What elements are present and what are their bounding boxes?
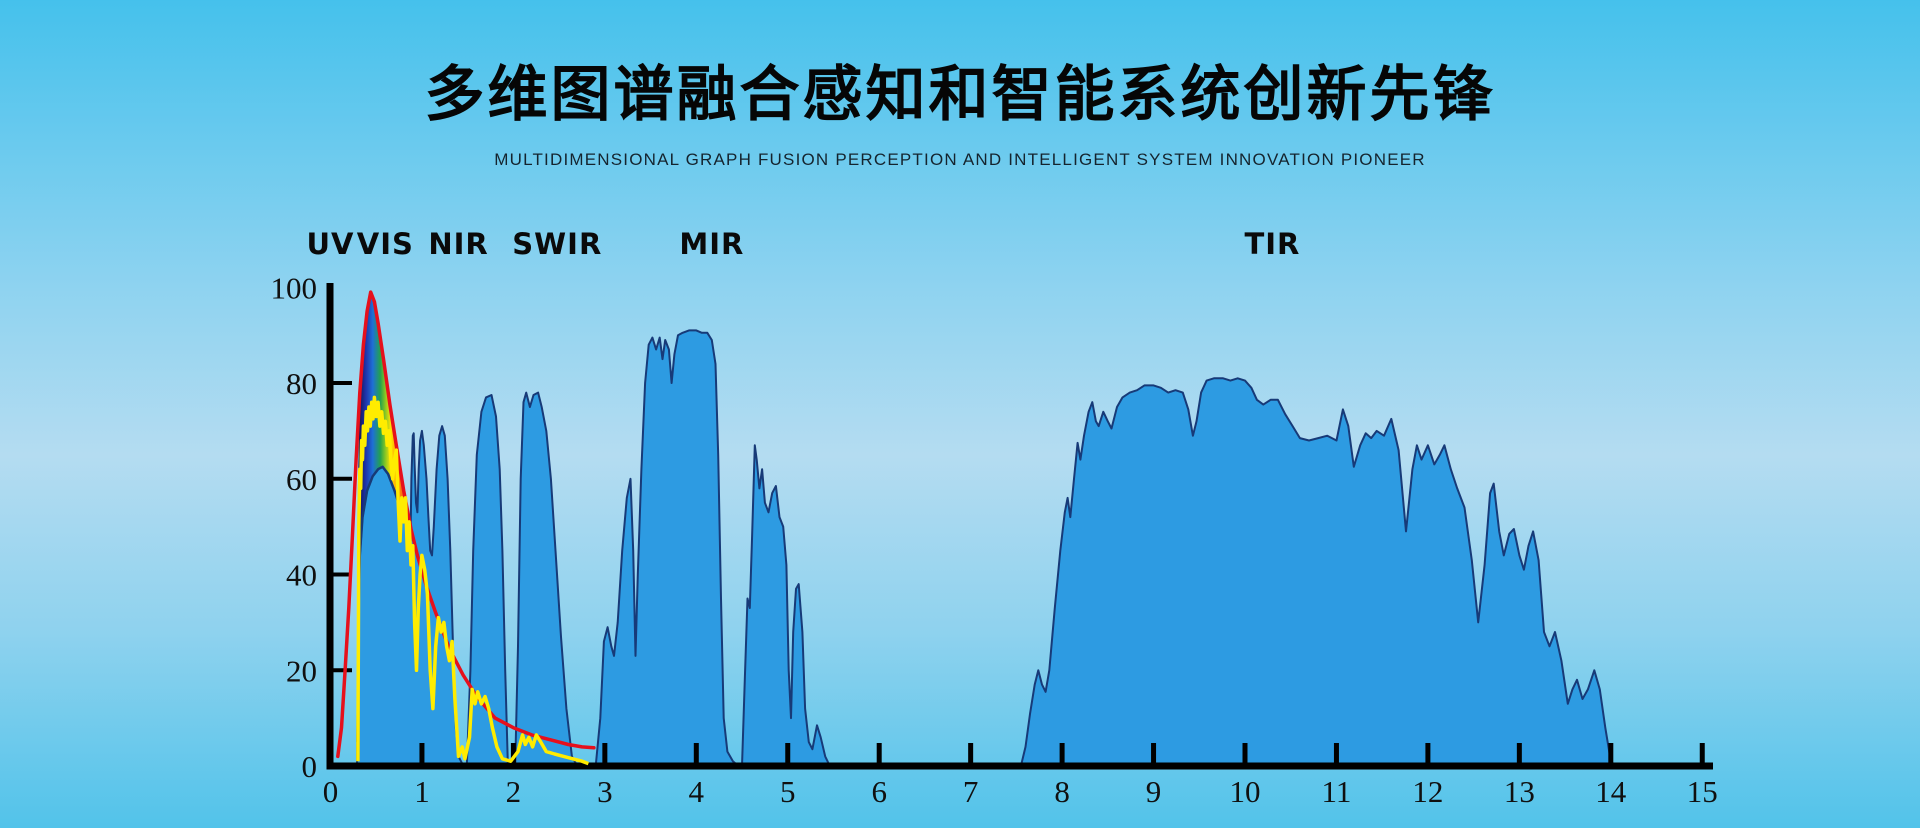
transmission-window-area [465, 394, 509, 767]
x-tick-label: 11 [1322, 774, 1352, 809]
band-label-nir: NIR [428, 227, 488, 261]
x-tick-label: 15 [1687, 774, 1718, 809]
y-tick-label: 0 [302, 749, 318, 784]
x-tick-label: 12 [1412, 774, 1443, 809]
x-tick-label: 5 [780, 774, 796, 809]
solar-irradiance-curve [356, 395, 590, 766]
x-tick-label: 7 [963, 774, 979, 809]
band-label-mir: MIR [679, 227, 744, 261]
x-tick-label: 9 [1146, 774, 1162, 809]
y-tick-label: 60 [286, 462, 317, 497]
transmission-window-area [514, 391, 579, 767]
x-tick-label: 8 [1054, 774, 1070, 809]
y-tick-label: 20 [286, 653, 317, 688]
x-tick-label: 6 [871, 774, 887, 809]
blackbody-envelope-curve [336, 290, 596, 759]
transmission-window-area [1019, 377, 1617, 767]
band-label-swir: SWIR [512, 227, 602, 261]
x-tick-label: 0 [323, 774, 339, 809]
band-label-uv: UV [307, 227, 355, 261]
band-label-vis: VIS [357, 227, 414, 261]
transmission-window-area [741, 444, 831, 767]
x-tick-label: 14 [1595, 774, 1627, 809]
visible-spectrum-rainbow-peak [357, 294, 411, 632]
transmission-window-area [594, 329, 740, 767]
x-tick-label: 13 [1504, 774, 1535, 809]
band-label-tir: TIR [1244, 227, 1300, 261]
x-tick-label: 3 [597, 774, 613, 809]
page-subtitle: MULTIDIMENSIONAL GRAPH FUSION PERCEPTION… [494, 150, 1426, 169]
x-tick-label: 2 [506, 774, 522, 809]
x-tick-label: 1 [414, 774, 430, 809]
y-tick-label: 100 [271, 270, 318, 305]
y-tick-label: 40 [286, 558, 317, 593]
x-tick-label: 10 [1230, 774, 1261, 809]
x-tick-label: 4 [689, 774, 705, 809]
page-title: 多维图谱融合感知和智能系统创新先锋 [424, 61, 1496, 128]
y-tick-label: 80 [286, 366, 317, 401]
